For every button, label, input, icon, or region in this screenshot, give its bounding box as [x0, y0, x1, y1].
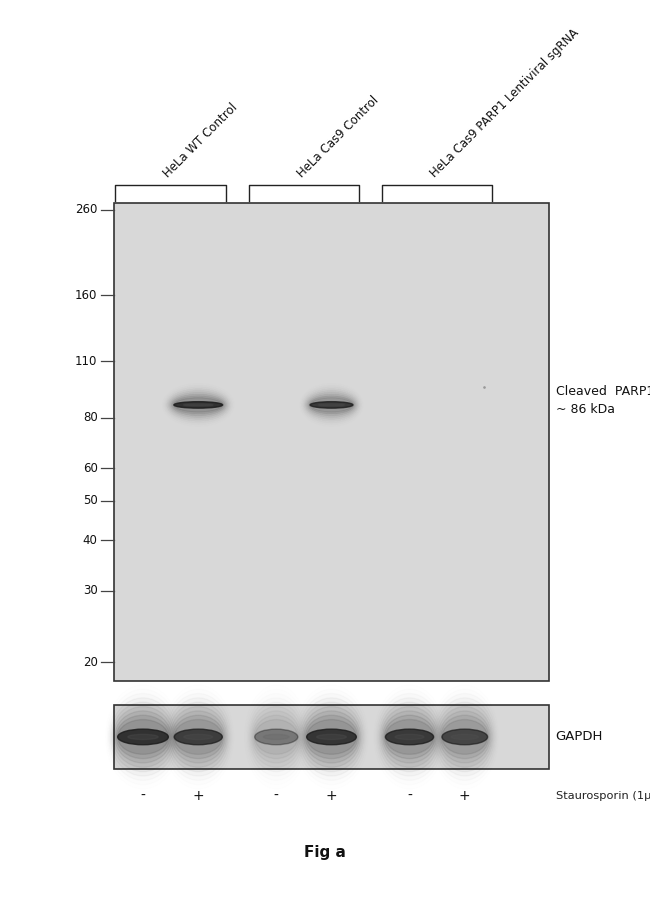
Ellipse shape — [118, 720, 168, 754]
Text: +: + — [459, 788, 471, 803]
Ellipse shape — [174, 720, 222, 754]
Text: 260: 260 — [75, 203, 98, 216]
Ellipse shape — [441, 715, 489, 759]
Ellipse shape — [184, 734, 213, 740]
Text: +: + — [192, 788, 204, 803]
Ellipse shape — [304, 711, 359, 763]
Text: Fig a: Fig a — [304, 845, 346, 860]
Ellipse shape — [310, 401, 353, 409]
Ellipse shape — [173, 715, 224, 759]
Ellipse shape — [174, 398, 222, 412]
Ellipse shape — [395, 734, 424, 740]
Text: 20: 20 — [83, 656, 98, 669]
Text: HeLa Cas9 PARP1 Lentiviral sgRNA: HeLa Cas9 PARP1 Lentiviral sgRNA — [428, 27, 581, 180]
FancyBboxPatch shape — [114, 203, 549, 681]
Ellipse shape — [451, 734, 478, 740]
Text: HeLa Cas9 Control: HeLa Cas9 Control — [295, 94, 382, 180]
Text: 30: 30 — [83, 584, 98, 597]
Ellipse shape — [118, 729, 168, 745]
Text: -: - — [274, 788, 279, 803]
Ellipse shape — [307, 394, 356, 416]
Ellipse shape — [113, 706, 173, 768]
Text: +: + — [326, 788, 337, 803]
Ellipse shape — [114, 711, 172, 763]
Text: 40: 40 — [83, 534, 98, 547]
Ellipse shape — [385, 720, 434, 754]
Ellipse shape — [174, 401, 222, 409]
Ellipse shape — [305, 715, 358, 759]
Ellipse shape — [317, 734, 346, 740]
Ellipse shape — [172, 711, 225, 763]
Text: 80: 80 — [83, 411, 98, 424]
Text: Staurosporin (1μM for 16 hrs): Staurosporin (1μM for 16 hrs) — [556, 790, 650, 801]
FancyBboxPatch shape — [114, 705, 549, 769]
Ellipse shape — [307, 720, 356, 754]
Ellipse shape — [171, 394, 226, 416]
Ellipse shape — [128, 734, 158, 740]
Ellipse shape — [183, 404, 213, 406]
Text: 110: 110 — [75, 355, 98, 368]
Text: Cleaved  PARP1
~ 86 kDa: Cleaved PARP1 ~ 86 kDa — [556, 385, 650, 416]
Ellipse shape — [309, 396, 354, 414]
Ellipse shape — [310, 398, 353, 412]
Text: 60: 60 — [83, 462, 98, 475]
Ellipse shape — [170, 392, 227, 418]
Ellipse shape — [383, 711, 436, 763]
Ellipse shape — [174, 729, 222, 745]
Ellipse shape — [318, 404, 344, 406]
Text: HeLa WT Control: HeLa WT Control — [161, 101, 240, 180]
Ellipse shape — [255, 720, 298, 754]
Ellipse shape — [442, 720, 488, 754]
Ellipse shape — [263, 734, 289, 740]
Ellipse shape — [172, 396, 224, 414]
Ellipse shape — [442, 729, 488, 745]
Text: -: - — [140, 788, 146, 803]
Ellipse shape — [255, 729, 298, 745]
Ellipse shape — [439, 711, 490, 763]
Text: -: - — [407, 788, 412, 803]
Text: 50: 50 — [83, 494, 98, 507]
Ellipse shape — [384, 715, 435, 759]
Ellipse shape — [116, 715, 170, 759]
Ellipse shape — [307, 729, 356, 745]
Ellipse shape — [385, 729, 434, 745]
Text: GAPDH: GAPDH — [556, 731, 603, 743]
Text: 160: 160 — [75, 289, 98, 302]
